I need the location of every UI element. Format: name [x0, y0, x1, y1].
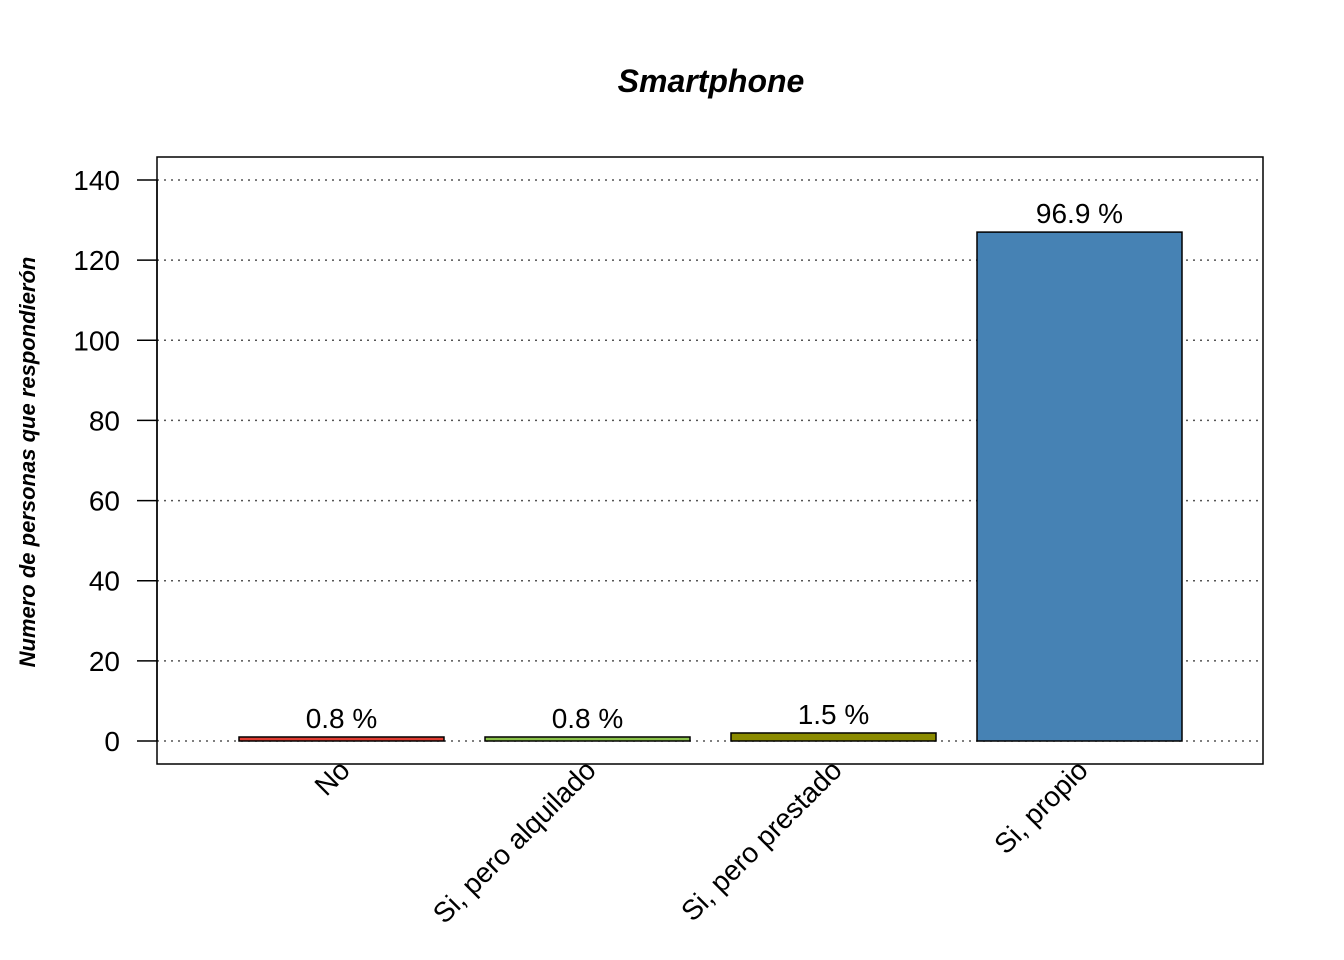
- bar: [976, 231, 1183, 742]
- y-axis: 0 20 40 60 80 100 120 140: [73, 165, 158, 757]
- y-tick-label: 0: [104, 726, 120, 757]
- y-tick-label: 100: [73, 325, 120, 356]
- y-tick-label: 120: [73, 245, 120, 276]
- bars: [238, 231, 1183, 742]
- data-label: 1.5 %: [798, 699, 870, 730]
- bar: [238, 736, 445, 742]
- data-label: 0.8 %: [552, 703, 624, 734]
- y-tick-label: 140: [73, 165, 120, 196]
- category-label: Si, propio: [988, 754, 1094, 860]
- chart-title: Smartphone: [618, 63, 805, 99]
- y-tick-label: 80: [89, 405, 120, 436]
- grid-lines: [157, 179, 1263, 742]
- category-label: Si, pero prestado: [675, 754, 848, 927]
- data-label: 96.9 %: [1036, 198, 1123, 229]
- category-label: No: [309, 754, 356, 801]
- category-label: Si, pero alquilado: [427, 754, 602, 929]
- bar: [484, 736, 691, 742]
- data-label: 0.8 %: [306, 703, 378, 734]
- data-labels: 0.8 % 0.8 % 1.5 % 96.9 %: [306, 198, 1123, 734]
- y-tick-label: 60: [89, 486, 120, 517]
- x-axis: No Si, pero alquilado Si, pero prestado Si,…: [309, 754, 1094, 929]
- y-tick-label: 20: [89, 646, 120, 677]
- y-tick-label: 40: [89, 566, 120, 597]
- bar: [730, 732, 937, 742]
- y-axis-label: Numero de personas que respondierón: [15, 257, 40, 668]
